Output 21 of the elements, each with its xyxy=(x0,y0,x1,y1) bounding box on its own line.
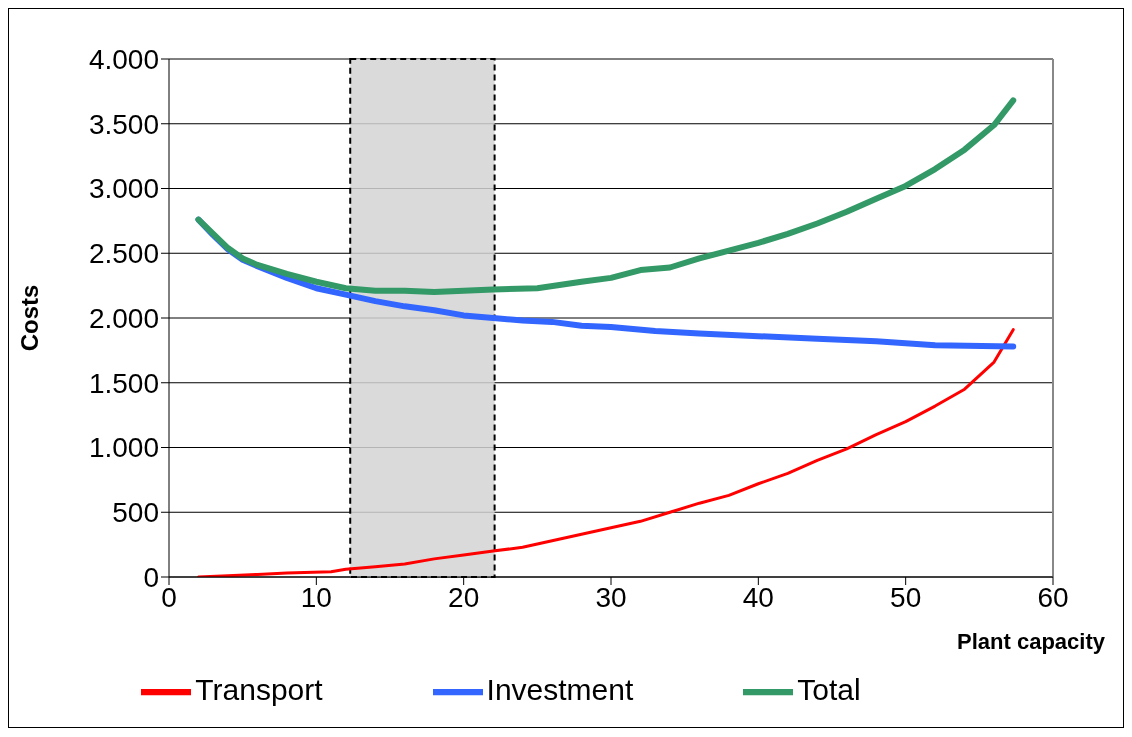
y-tick-label: 1.500 xyxy=(88,367,159,399)
y-tick-label: 0 xyxy=(143,561,159,593)
x-tick-label: 40 xyxy=(742,581,774,613)
x-tick-label: 60 xyxy=(1037,581,1069,613)
x-tick-label: 10 xyxy=(300,581,332,613)
y-tick-label: 4.000 xyxy=(88,43,159,75)
x-axis-title: Plant capacity xyxy=(957,629,1106,654)
legend-label: Investment xyxy=(486,672,634,706)
y-tick-label: 2.000 xyxy=(88,302,159,334)
x-tick-label: 50 xyxy=(890,581,922,613)
y-tick-label: 1.000 xyxy=(88,432,159,464)
y-tick-label: 500 xyxy=(112,497,159,529)
legend-label: Transport xyxy=(195,672,323,706)
y-tick-label: 2.500 xyxy=(88,238,159,270)
legend-label: Total xyxy=(797,672,861,706)
y-tick-label: 3.500 xyxy=(88,108,159,140)
x-tick-label: 30 xyxy=(595,581,627,613)
y-axis-title: Costs xyxy=(15,284,43,352)
x-tick-label: 20 xyxy=(448,581,480,613)
y-tick-label: 3.000 xyxy=(88,173,159,205)
line-series xyxy=(196,328,1015,577)
